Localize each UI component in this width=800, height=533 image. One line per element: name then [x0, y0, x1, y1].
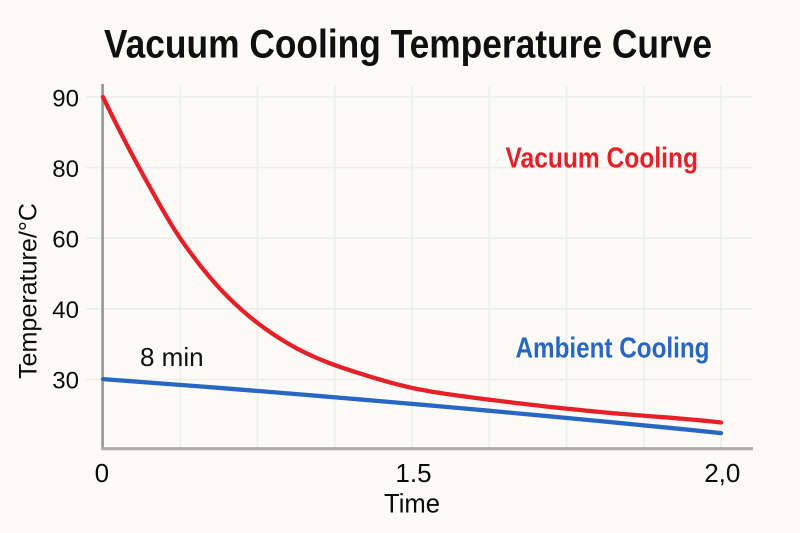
svg-text:2,0: 2,0 [704, 458, 740, 488]
svg-text:0: 0 [95, 458, 109, 488]
svg-text:80: 80 [52, 156, 79, 183]
svg-text:Ambient Cooling: Ambient Cooling [516, 333, 710, 365]
svg-text:Time: Time [384, 489, 440, 519]
svg-text:30: 30 [52, 368, 79, 395]
svg-text:8 min: 8 min [140, 342, 204, 372]
svg-text:40: 40 [52, 297, 79, 324]
svg-text:60: 60 [52, 227, 79, 254]
svg-text:1.5: 1.5 [395, 458, 431, 488]
svg-text:90: 90 [52, 86, 79, 113]
svg-text:Vacuum Cooling: Vacuum Cooling [506, 143, 699, 175]
svg-text:Vacuum Cooling Temperature Cur: Vacuum Cooling Temperature Curve [104, 23, 712, 67]
svg-text:Temperature/°C: Temperature/°C [15, 203, 43, 379]
